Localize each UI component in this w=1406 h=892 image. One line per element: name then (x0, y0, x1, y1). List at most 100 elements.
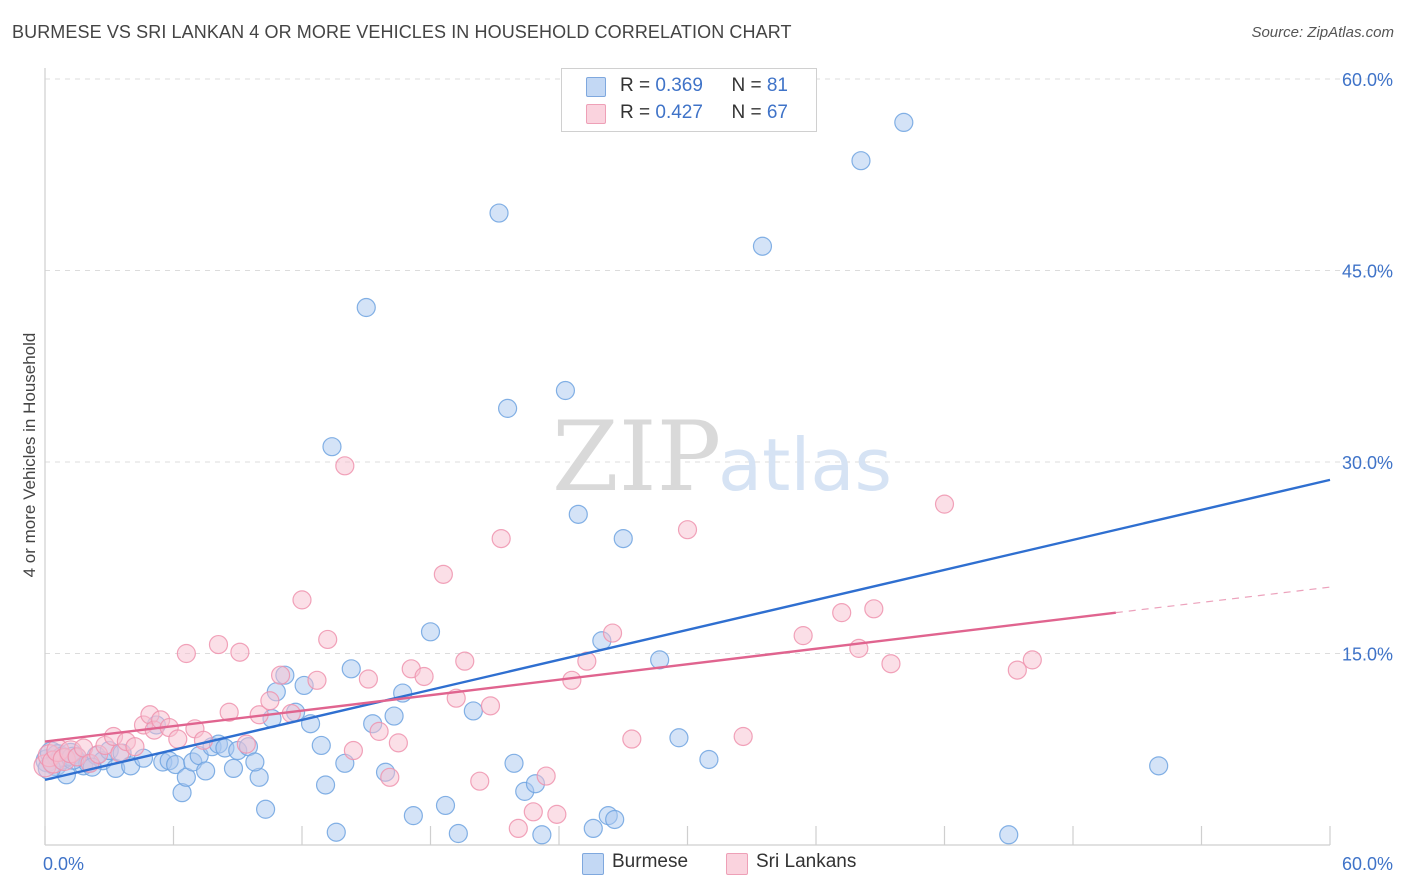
legend-swatch-burmese (586, 77, 606, 97)
stats-legend: R = 0.369 N = 81 R = 0.427 N = 67 (561, 68, 817, 132)
point-sri-lankans (677, 520, 698, 540)
point-burmese (420, 622, 441, 642)
point-burmese (699, 749, 719, 770)
y-tick-label: 60.0% (1342, 70, 1393, 90)
point-burmese (583, 818, 603, 839)
legend-n-value: 81 (766, 75, 788, 96)
point-sri-lankans (358, 669, 378, 689)
bottom-legend-label-burmese: Burmese (612, 851, 689, 872)
point-burmese (504, 753, 524, 773)
bottom-legend-swatch-burmese (582, 853, 604, 875)
y-tick-label: 15.0% (1342, 645, 1393, 665)
point-burmese (448, 823, 468, 844)
point-burmese (315, 775, 336, 795)
chart-title: BURMESE VS SRI LANKAN 4 OR MORE VEHICLES… (12, 22, 792, 42)
point-sri-lankans (335, 456, 355, 476)
watermark-zip: ZIP (552, 401, 721, 513)
point-burmese (498, 398, 518, 418)
point-sri-lankans (176, 643, 196, 664)
point-sri-lankans (343, 740, 363, 761)
axes (44, 68, 1331, 846)
legend-n-value: 67 (766, 102, 788, 123)
point-burmese (851, 151, 871, 171)
point-burmese (384, 706, 404, 726)
legend-r-value: 0.369 (655, 75, 703, 96)
point-burmese (196, 761, 216, 781)
legend-n-label: N = (731, 102, 767, 123)
point-sri-lankans (733, 726, 753, 747)
point-burmese (555, 380, 576, 401)
point-sri-lankans (455, 651, 475, 671)
point-sri-lankans (508, 818, 528, 839)
watermark: ZIP atlas (552, 401, 892, 513)
x-tick-label: 0.0% (43, 854, 84, 874)
point-sri-lankans (388, 733, 408, 753)
point-sri-lankans (125, 737, 145, 757)
point-sri-lankans (208, 634, 229, 655)
data-points (33, 112, 1169, 845)
point-burmese (752, 236, 773, 256)
point-sri-lankans (793, 626, 813, 646)
point-sri-lankans (536, 766, 556, 786)
point-burmese (356, 297, 376, 318)
point-burmese (650, 650, 670, 670)
point-sri-lankans (1007, 660, 1027, 680)
point-sri-lankans (562, 670, 582, 690)
point-sri-lankans (602, 623, 623, 643)
gridlines (45, 78, 1392, 654)
y-tick-label: 30.0% (1342, 453, 1393, 473)
point-burmese (1149, 756, 1169, 776)
point-sri-lankans (270, 665, 291, 685)
point-burmese (245, 752, 265, 772)
point-sri-lankans (307, 670, 327, 690)
trend-line-sri-lankans-extension (1115, 586, 1331, 614)
point-sri-lankans (318, 629, 338, 650)
tick-labels: 15.0% 30.0% 45.0% 60.0% 0.0% 60.0% (43, 70, 1393, 874)
point-sri-lankans (622, 729, 642, 749)
point-sri-lankans (547, 804, 567, 824)
point-sri-lankans (1022, 650, 1042, 670)
bottom-legend-label-sri-lankans: Sri Lankans (756, 851, 857, 872)
trend-line-burmese (44, 478, 1331, 782)
point-sri-lankans (168, 729, 188, 749)
point-sri-lankans (523, 802, 543, 822)
legend-r-value: 0.427 (655, 102, 703, 123)
point-burmese (326, 822, 346, 842)
point-sri-lankans (832, 603, 852, 623)
point-sri-lankans (230, 642, 250, 662)
point-burmese (311, 735, 331, 756)
point-sri-lankans (470, 771, 490, 791)
watermark-atlas: atlas (718, 423, 892, 507)
point-sri-lankans (480, 696, 501, 716)
bottom-legend-swatch-sri-lankans (726, 853, 748, 875)
source-label: Source: ZipAtlas.com (1251, 24, 1394, 41)
point-sri-lankans (414, 666, 434, 687)
point-sri-lankans (433, 564, 453, 584)
point-sri-lankans (260, 691, 280, 711)
trend-line-sri-lankans (44, 611, 1116, 743)
point-sri-lankans (934, 494, 955, 514)
point-burmese (223, 758, 244, 779)
x-tick-label: 60.0% (1342, 854, 1393, 874)
point-sri-lankans (369, 721, 389, 741)
point-sri-lankans (864, 599, 884, 619)
point-burmese (403, 806, 423, 826)
point-burmese (322, 437, 342, 457)
point-sri-lankans (219, 702, 239, 722)
point-burmese (613, 528, 633, 549)
legend-r-label: R = (620, 102, 656, 123)
legend-swatch-sri-lankans (586, 104, 606, 124)
point-burmese (489, 203, 509, 223)
point-burmese (669, 728, 689, 748)
legend-n-label: N = (731, 75, 767, 96)
point-sri-lankans (380, 767, 400, 787)
point-sri-lankans (491, 528, 511, 549)
point-burmese (435, 795, 456, 816)
point-burmese (894, 112, 914, 133)
point-sri-lankans (236, 734, 256, 754)
point-burmese (605, 809, 625, 830)
point-burmese (568, 504, 588, 524)
point-burmese (463, 701, 483, 721)
point-burmese (255, 799, 276, 819)
